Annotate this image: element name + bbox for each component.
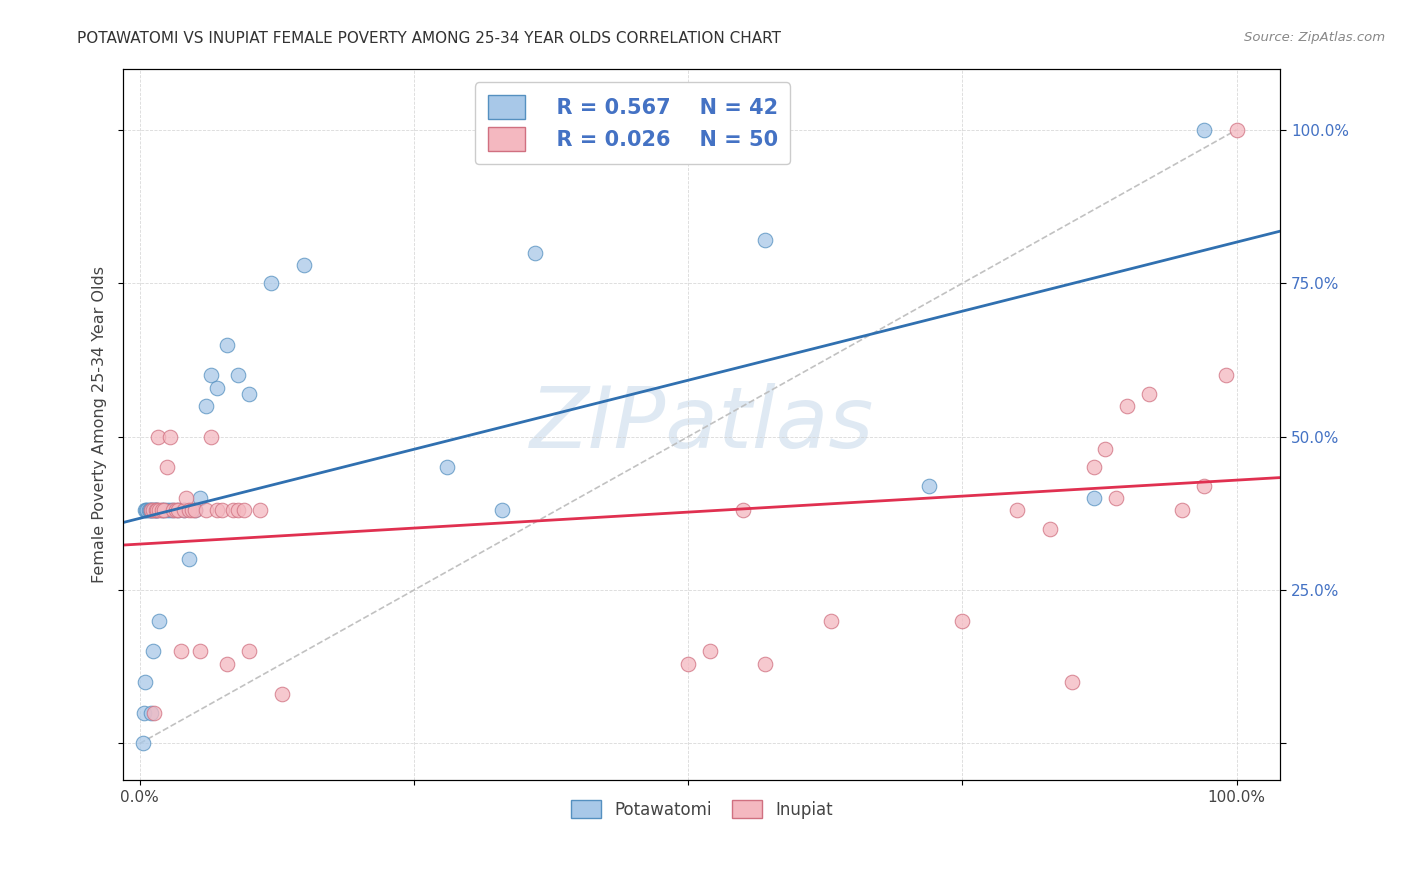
Text: POTAWATOMI VS INUPIAT FEMALE POVERTY AMONG 25-34 YEAR OLDS CORRELATION CHART: POTAWATOMI VS INUPIAT FEMALE POVERTY AMO… xyxy=(77,31,782,46)
Point xyxy=(1094,442,1116,456)
Point xyxy=(194,503,217,517)
Point xyxy=(188,491,211,505)
Point xyxy=(200,430,222,444)
Point xyxy=(148,614,170,628)
Point xyxy=(148,503,170,517)
Point xyxy=(142,503,165,517)
Point xyxy=(436,460,458,475)
Point xyxy=(676,657,699,671)
Point xyxy=(233,503,256,517)
Point xyxy=(145,503,167,517)
Point xyxy=(1215,368,1237,383)
Point xyxy=(205,503,228,517)
Point xyxy=(143,503,166,517)
Point xyxy=(228,503,250,517)
Point xyxy=(292,258,315,272)
Point xyxy=(145,503,167,517)
Point xyxy=(1225,123,1247,137)
Point xyxy=(217,657,239,671)
Point xyxy=(181,503,204,517)
Legend: Potawatomi, Inupiat: Potawatomi, Inupiat xyxy=(564,793,839,825)
Point xyxy=(1170,503,1192,517)
Point xyxy=(138,503,160,517)
Point xyxy=(249,503,271,517)
Point xyxy=(159,430,181,444)
Text: Source: ZipAtlas.com: Source: ZipAtlas.com xyxy=(1244,31,1385,45)
Point xyxy=(183,503,205,517)
Point xyxy=(1060,675,1083,690)
Point xyxy=(1039,522,1062,536)
Point xyxy=(523,245,546,260)
Point xyxy=(260,277,283,291)
Point xyxy=(150,503,173,517)
Point xyxy=(1192,123,1215,137)
Point xyxy=(148,430,170,444)
Point xyxy=(179,552,201,566)
Point xyxy=(170,644,193,658)
Point xyxy=(183,503,205,517)
Point xyxy=(153,503,176,517)
Text: ZIPatlas: ZIPatlas xyxy=(530,383,875,466)
Point xyxy=(143,503,166,517)
Point xyxy=(217,337,239,351)
Point xyxy=(139,706,162,720)
Point xyxy=(1192,479,1215,493)
Point xyxy=(194,399,217,413)
Point xyxy=(134,706,156,720)
Point xyxy=(150,503,173,517)
Point xyxy=(139,503,162,517)
Point xyxy=(491,503,513,517)
Y-axis label: Female Poverty Among 25-34 Year Olds: Female Poverty Among 25-34 Year Olds xyxy=(93,266,107,582)
Point xyxy=(174,491,197,505)
Point xyxy=(200,368,222,383)
Point xyxy=(146,503,169,517)
Point xyxy=(162,503,184,517)
Point xyxy=(167,503,190,517)
Point xyxy=(1115,399,1137,413)
Point xyxy=(167,503,190,517)
Point xyxy=(141,503,163,517)
Point xyxy=(135,503,157,517)
Point xyxy=(188,644,211,658)
Point xyxy=(132,737,155,751)
Point xyxy=(146,503,169,517)
Point xyxy=(165,503,187,517)
Point xyxy=(1083,491,1105,505)
Point xyxy=(222,503,245,517)
Point xyxy=(139,503,162,517)
Point xyxy=(1137,386,1160,401)
Point xyxy=(134,503,156,517)
Point xyxy=(1083,460,1105,475)
Point xyxy=(754,657,776,671)
Point xyxy=(238,644,260,658)
Point xyxy=(918,479,941,493)
Point xyxy=(156,460,179,475)
Point xyxy=(228,368,250,383)
Point xyxy=(820,614,842,628)
Point xyxy=(162,503,184,517)
Point xyxy=(238,386,260,401)
Point xyxy=(134,675,156,690)
Point xyxy=(211,503,233,517)
Point xyxy=(271,687,294,701)
Point xyxy=(142,644,165,658)
Point xyxy=(136,503,159,517)
Point xyxy=(156,503,179,517)
Point xyxy=(731,503,754,517)
Point xyxy=(1105,491,1128,505)
Point xyxy=(153,503,176,517)
Point xyxy=(159,503,181,517)
Point xyxy=(138,503,160,517)
Point xyxy=(1005,503,1028,517)
Point xyxy=(179,503,201,517)
Point xyxy=(754,233,776,247)
Point xyxy=(173,503,195,517)
Point xyxy=(143,706,166,720)
Point xyxy=(699,644,721,658)
Point xyxy=(205,381,228,395)
Point xyxy=(173,503,195,517)
Point xyxy=(950,614,973,628)
